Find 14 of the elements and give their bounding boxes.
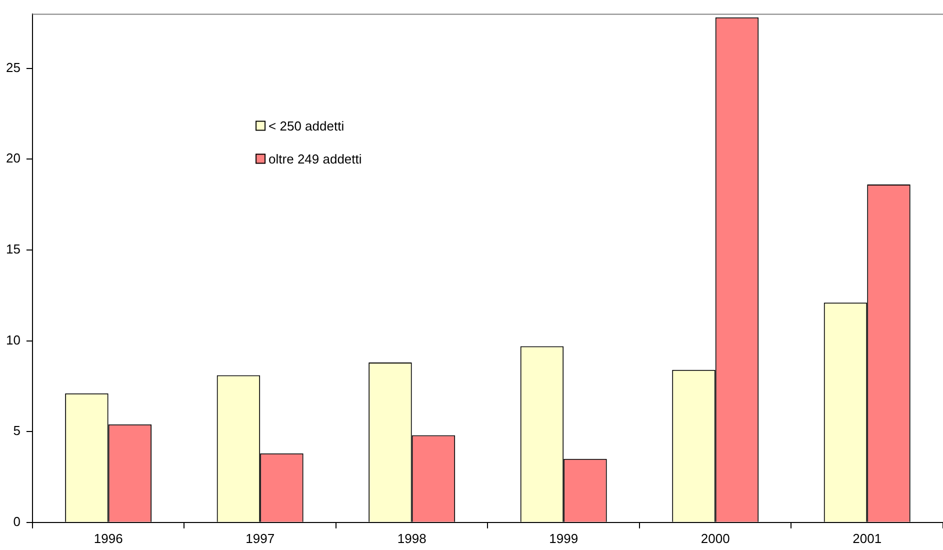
x-tick-label: 1996 [94,530,123,546]
y-tick-label: 0 [13,514,20,529]
x-tick-label: 1999 [549,530,578,546]
legend-label: oltre 249 addetti [268,151,362,166]
y-tick-label: 25 [6,60,20,75]
x-tick-label: 2001 [852,530,882,546]
y-tick-label: 5 [13,423,20,438]
y-tick-label: 20 [6,150,20,166]
y-tick-label: 10 [6,332,20,348]
x-tick-label: 1997 [246,530,275,546]
y-tick-label: 15 [6,242,20,257]
x-tick-label: 1998 [397,530,426,546]
x-tick-label: 2000 [700,530,730,546]
legend-label: < 250 addetti [268,118,344,134]
